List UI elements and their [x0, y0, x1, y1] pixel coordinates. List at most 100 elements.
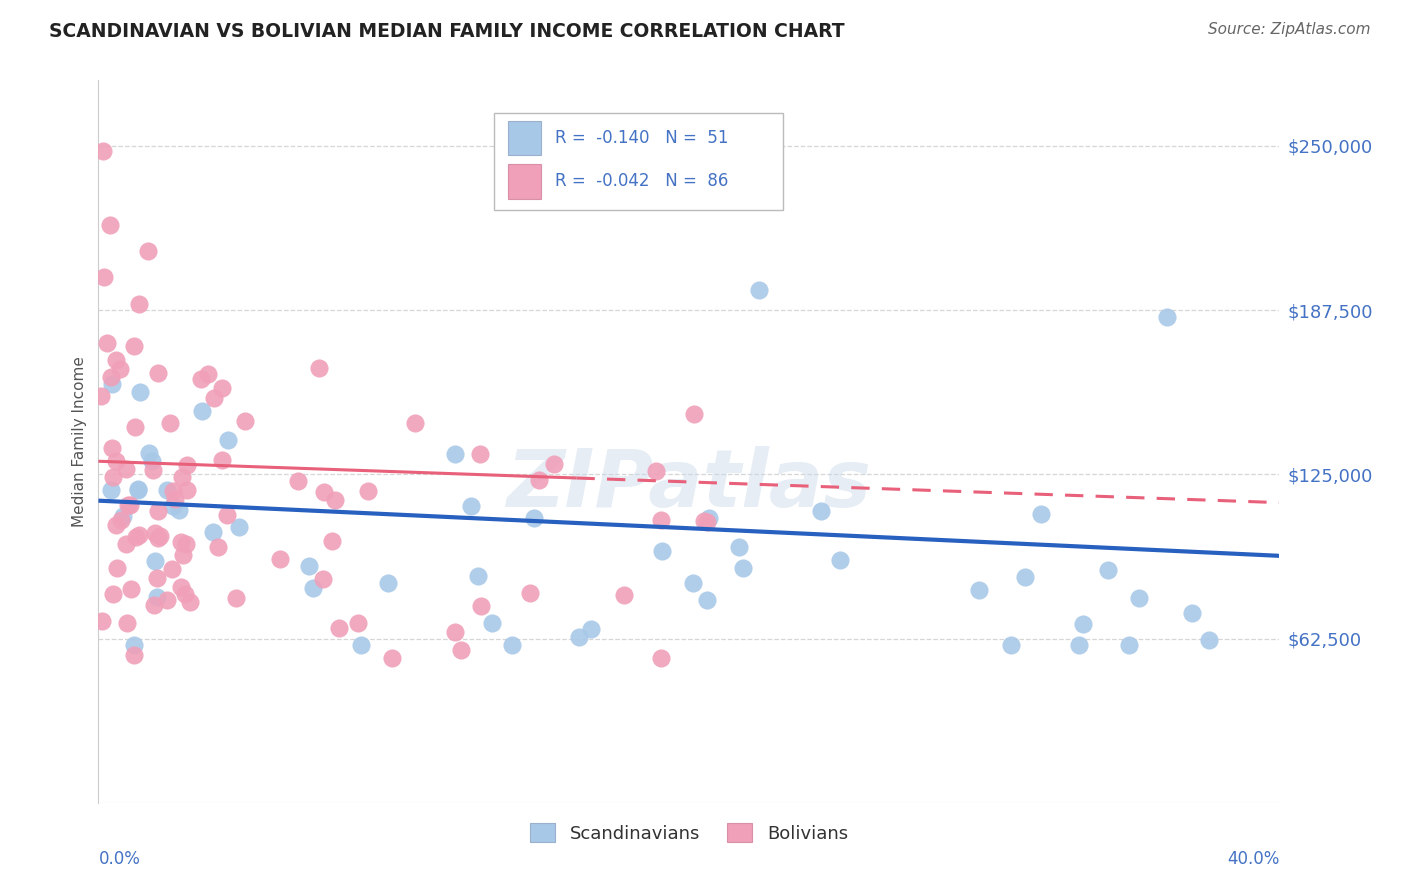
- Point: [697, 511, 720, 525]
- Point: [696, 516, 718, 530]
- Point: [90, 388, 112, 402]
- Point: [470, 599, 492, 613]
- Point: [143, 526, 166, 541]
- Point: [100, 441, 122, 455]
- Point: [644, 464, 666, 478]
- Point: [1128, 591, 1150, 605]
- Point: [105, 352, 128, 367]
- Point: [93, 270, 115, 285]
- Point: [160, 561, 183, 575]
- Point: [98, 218, 121, 232]
- Text: SCANDINAVIAN VS BOLIVIAN MEDIAN FAMILY INCOME CORRELATION CHART: SCANDINAVIAN VS BOLIVIAN MEDIAN FAMILY I…: [49, 22, 845, 41]
- Point: [287, 474, 309, 488]
- Point: [143, 554, 166, 568]
- Point: [1118, 638, 1140, 652]
- Text: R =  -0.042   N =  86: R = -0.042 N = 86: [555, 172, 728, 190]
- Point: [1000, 638, 1022, 652]
- Point: [101, 587, 124, 601]
- Point: [149, 529, 172, 543]
- Point: [122, 648, 145, 662]
- Point: [527, 473, 550, 487]
- Point: [148, 531, 170, 545]
- Point: [308, 361, 330, 376]
- FancyBboxPatch shape: [494, 112, 783, 211]
- Point: [682, 408, 704, 422]
- Point: [138, 446, 160, 460]
- Point: [117, 498, 139, 512]
- Point: [165, 491, 187, 506]
- Point: [142, 462, 165, 476]
- Text: Source: ZipAtlas.com: Source: ZipAtlas.com: [1208, 22, 1371, 37]
- Point: [1014, 569, 1036, 583]
- Point: [1067, 638, 1090, 652]
- Point: [143, 598, 166, 612]
- Text: R =  -0.140   N =  51: R = -0.140 N = 51: [555, 129, 728, 147]
- Point: [810, 504, 832, 518]
- Point: [444, 447, 467, 461]
- Point: [105, 518, 128, 533]
- Point: [321, 533, 343, 548]
- Point: [228, 520, 250, 534]
- Point: [467, 568, 489, 582]
- FancyBboxPatch shape: [508, 164, 541, 199]
- Point: [124, 419, 146, 434]
- Point: [148, 366, 170, 380]
- Point: [314, 485, 336, 500]
- Point: [128, 528, 150, 542]
- Point: [114, 536, 136, 550]
- Point: [1029, 507, 1052, 521]
- Point: [127, 482, 149, 496]
- Point: [523, 510, 546, 524]
- Point: [1198, 632, 1220, 647]
- Point: [190, 372, 212, 386]
- Point: [443, 625, 465, 640]
- Point: [122, 638, 145, 652]
- Point: [579, 622, 602, 636]
- Point: [696, 592, 718, 607]
- Point: [202, 391, 225, 405]
- Point: [377, 576, 399, 591]
- Point: [90, 614, 112, 628]
- Point: [211, 453, 233, 467]
- Point: [136, 244, 159, 258]
- Point: [202, 524, 225, 539]
- Point: [311, 572, 333, 586]
- Point: [167, 503, 190, 517]
- Point: [225, 591, 247, 605]
- Point: [127, 483, 149, 497]
- Point: [129, 384, 152, 399]
- Point: [118, 499, 141, 513]
- Point: [156, 592, 179, 607]
- Point: [110, 513, 132, 527]
- Point: [301, 581, 323, 595]
- Point: [693, 514, 716, 528]
- Point: [519, 585, 541, 599]
- Point: [146, 571, 169, 585]
- Point: [170, 470, 193, 484]
- Point: [269, 552, 291, 566]
- Y-axis label: Median Family Income: Median Family Income: [72, 356, 87, 527]
- Point: [404, 416, 426, 430]
- Point: [727, 541, 749, 555]
- Point: [91, 145, 114, 159]
- Point: [748, 284, 770, 298]
- Point: [1071, 617, 1094, 632]
- Text: 0.0%: 0.0%: [98, 850, 141, 868]
- Point: [481, 615, 503, 630]
- Point: [568, 630, 591, 644]
- Point: [217, 433, 239, 447]
- Point: [1156, 310, 1178, 324]
- Point: [122, 338, 145, 352]
- Point: [830, 553, 852, 567]
- Point: [651, 544, 673, 558]
- Point: [682, 575, 704, 590]
- Point: [450, 643, 472, 657]
- Point: [967, 582, 990, 597]
- Point: [159, 417, 181, 431]
- Point: [323, 493, 346, 508]
- Point: [731, 561, 754, 575]
- Point: [350, 638, 373, 652]
- FancyBboxPatch shape: [508, 120, 541, 155]
- Point: [128, 296, 150, 310]
- Point: [233, 414, 256, 428]
